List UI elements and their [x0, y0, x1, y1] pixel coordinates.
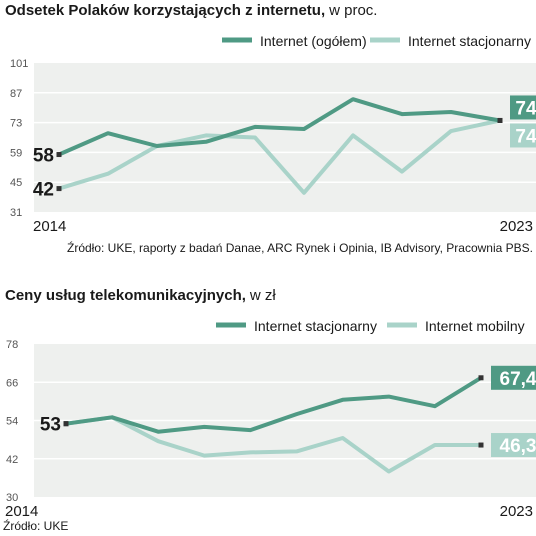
chart-2-point-marker: [63, 421, 69, 427]
chart-2-y-tick-label: 54: [6, 416, 18, 428]
chart-1-x-label-last: 2023: [500, 218, 533, 235]
chart-1-start-label-light: 42: [33, 180, 54, 201]
chart-2-title: Ceny usług telekomunikacyjnych, w zł: [5, 287, 276, 304]
chart-2-end-box-dark: [491, 365, 536, 390]
chart-1-plot-area: [34, 63, 536, 212]
chart-2-legend-label-light: Internet mobilny: [425, 318, 525, 334]
chart-1-line-dark: [57, 97, 502, 157]
chart-2-end-label-dark: 67,4: [500, 369, 536, 390]
chart-1-y-tick-label: 101: [10, 58, 28, 70]
chart-1: Odsetek Polaków korzystających z interne…: [5, 2, 536, 255]
chart-1-end-box-dark: [510, 95, 536, 120]
chart-2-end-box-light: [491, 433, 536, 458]
chart-1-line-light: [57, 118, 502, 195]
chart-1-point-marker: [56, 186, 62, 192]
chart-2-title-main: Ceny usług telekomunikacyjnych,: [5, 287, 246, 304]
chart-1-x-label-first: 2014: [33, 218, 66, 235]
chart-2-series-lines: [63, 375, 484, 474]
chart-1-title: Odsetek Polaków korzystających z interne…: [5, 2, 377, 19]
chart-2-y-tick-labels: 78 66 54 42 30: [6, 339, 18, 504]
chart-2-start-label-dark: 53: [40, 415, 61, 436]
chart-1-y-tick-labels: 101 87 73 59 45 31: [10, 58, 28, 219]
chart-1-start-label-dark: 58: [33, 146, 54, 167]
chart-2-y-tick-label: 42: [6, 454, 18, 466]
chart-1-point-marker: [497, 117, 503, 123]
chart-1-y-tick-label: 87: [10, 88, 22, 100]
chart-1-legend-label-light: Internet stacjonarny: [408, 33, 531, 49]
chart-2-source: Źródło: UKE: [3, 518, 68, 533]
chart-2-point-marker: [478, 442, 484, 448]
chart-1-end-label-dark: 74: [515, 98, 536, 119]
chart-2-y-tick-label: 78: [6, 339, 18, 351]
chart-1-legend-label-dark: Internet (ogółem): [260, 33, 367, 49]
chart-2-x-label-first: 2014: [5, 503, 38, 520]
chart-1-end-box-light: [510, 123, 536, 148]
chart-2-line-dark: [64, 375, 483, 434]
chart-2-x-label-last: 2023: [500, 503, 533, 520]
chart-2-legend-label-dark: Internet stacjonarny: [254, 318, 377, 334]
chart-1-y-tick-label: 31: [10, 207, 22, 219]
chart-1-gridlines: [34, 92, 536, 183]
chart-1-title-main: Odsetek Polaków korzystających z interne…: [5, 2, 325, 19]
chart-1-series-lines: [56, 97, 503, 195]
chart-1-y-tick-label: 45: [10, 177, 22, 189]
chart-2-value-labels: 53 67,4 46,3: [40, 365, 536, 458]
chart-2-point-marker: [478, 375, 484, 381]
chart-2-title-suffix: w zł: [249, 287, 277, 304]
chart-1-y-tick-label: 73: [10, 118, 22, 130]
chart-2-y-tick-label: 66: [6, 377, 18, 389]
chart-2-line-light: [64, 415, 483, 474]
chart-1-point-marker: [56, 152, 62, 158]
chart-1-source: Źródło: UKE, raporty z badań Danae, ARC …: [67, 240, 533, 255]
chart-2-end-label-light: 46,3: [500, 436, 536, 457]
chart-1-y-tick-label: 59: [10, 147, 22, 159]
chart-1-title-suffix: w proc.: [328, 2, 377, 19]
chart-2-y-tick-label: 30: [6, 492, 18, 504]
chart-1-end-label-light: 74: [515, 126, 536, 147]
chart-1-value-labels: 58 42 74 74: [33, 95, 536, 201]
chart-2: Ceny usług telekomunikacyjnych, w zł Inte…: [3, 287, 536, 533]
